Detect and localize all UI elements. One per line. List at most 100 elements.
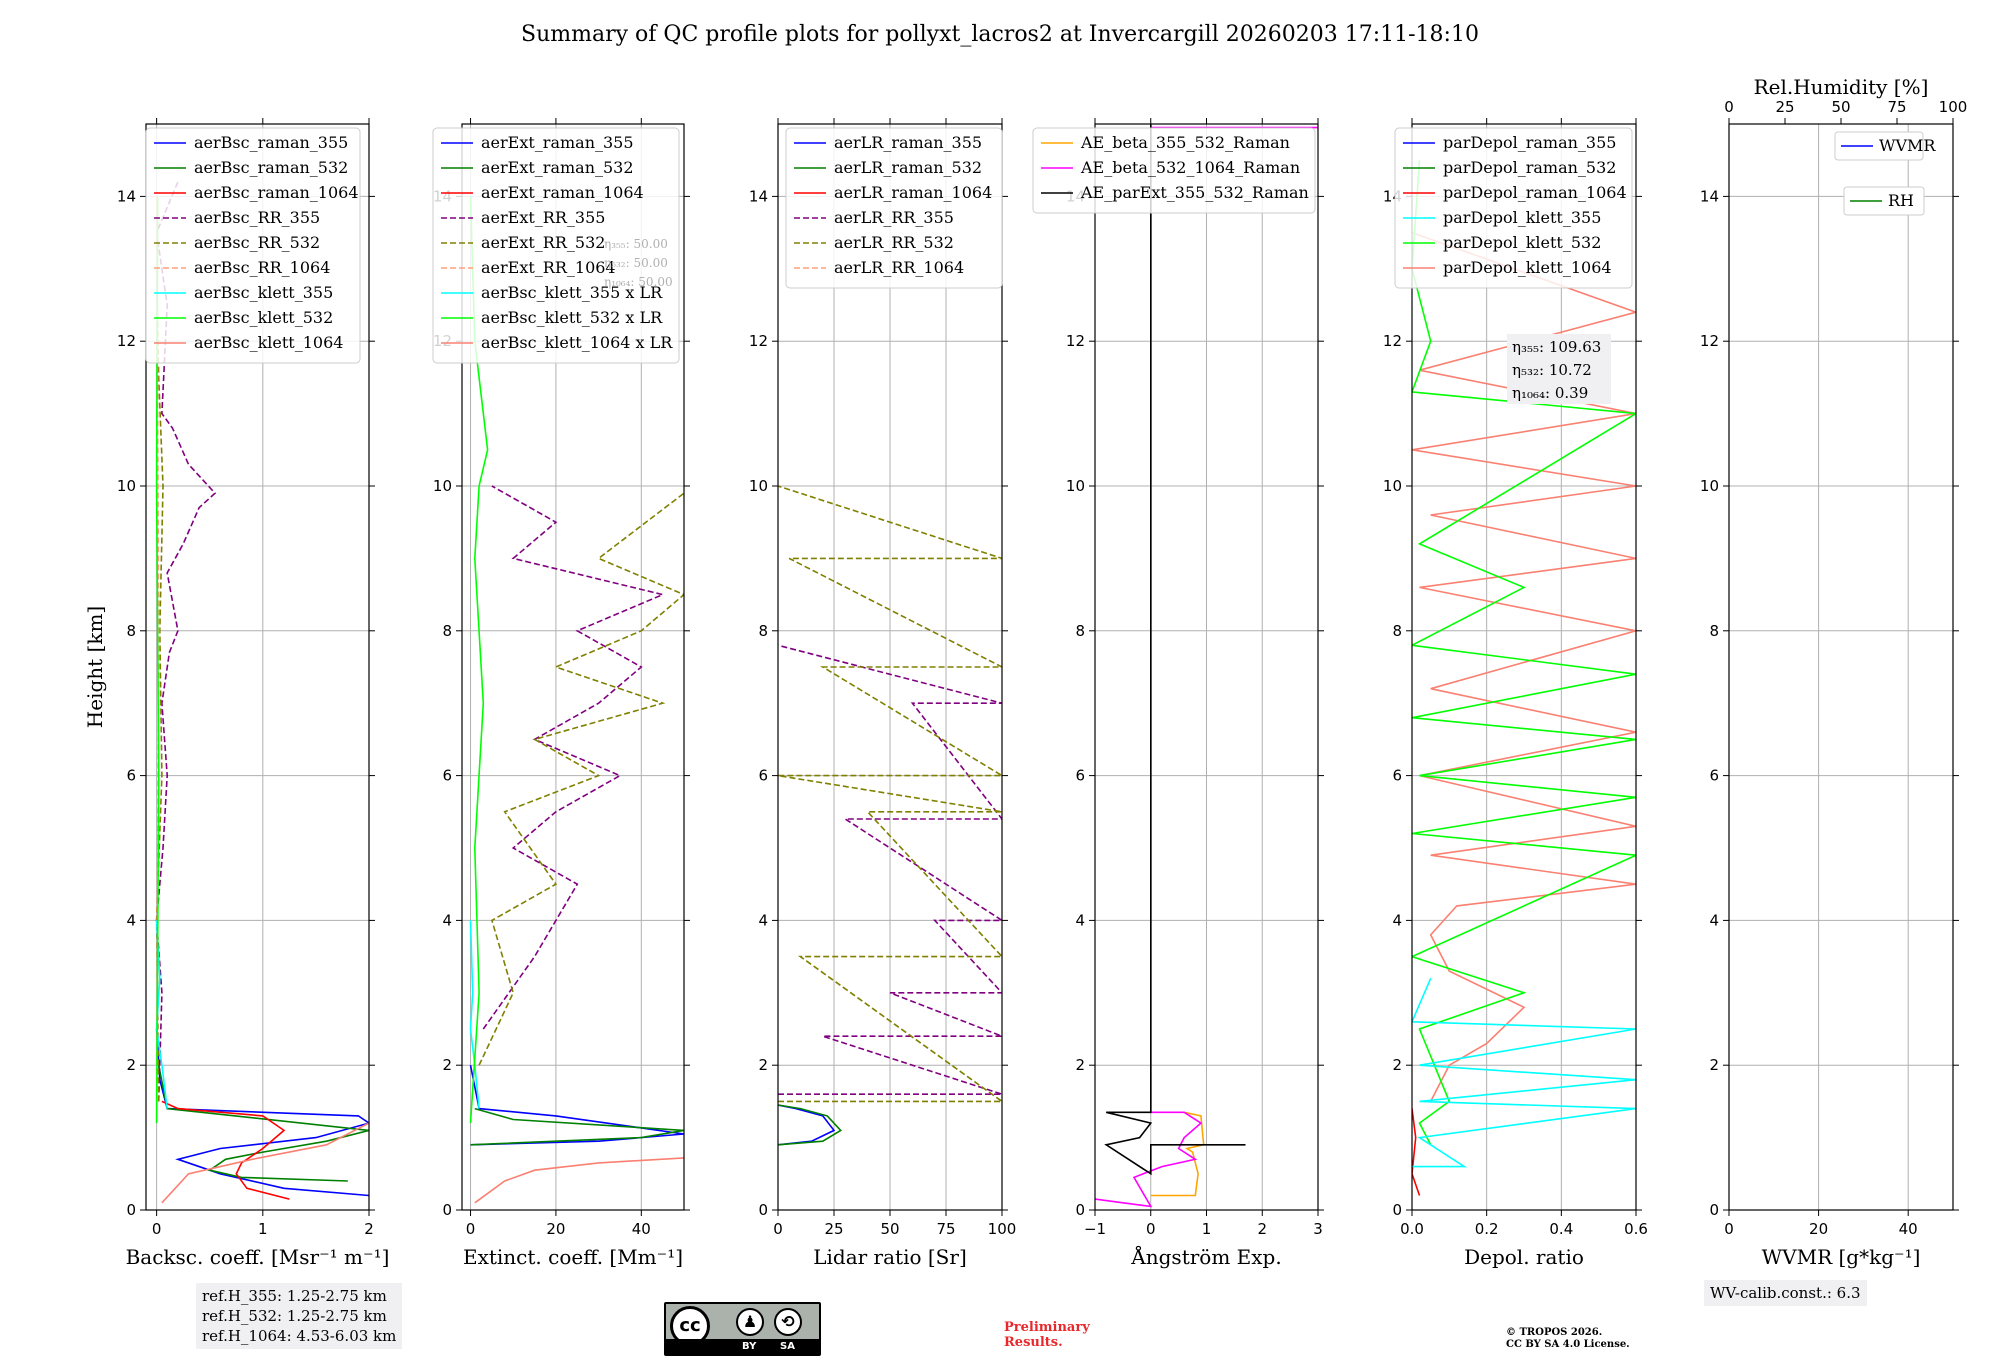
series-parDepol_klett_532	[1412, 160, 1636, 1146]
legend-label: aerBsc_RR_532	[194, 233, 320, 252]
y-tick-label: 10	[1066, 477, 1085, 495]
legend-label: aerExt_RR_532	[481, 233, 605, 252]
series-aerBsc_raman_532	[157, 1065, 369, 1182]
x-tick-label: 40	[1899, 1220, 1918, 1238]
legend-label: aerExt_raman_532	[481, 158, 634, 177]
y-tick-label: 12	[749, 332, 768, 350]
preliminary-line-2: Results.	[1004, 1335, 1063, 1350]
series-aerExt_raman_355	[469, 1065, 684, 1146]
legend-label: AE_beta_355_532_Raman	[1080, 133, 1290, 152]
legend-label: AE_beta_532_1064_Raman	[1080, 158, 1300, 177]
x-axis-label: Lidar ratio [Sr]	[813, 1245, 967, 1269]
share-alike-icon: ⟲	[774, 1308, 802, 1336]
y-tick-label: 10	[117, 477, 136, 495]
plot-frame	[1411, 123, 1637, 1211]
y-tick-label: 10	[1700, 477, 1719, 495]
x-axis-label: Backsc. coeff. [Msr⁻¹ m⁻¹]	[126, 1245, 390, 1269]
legend-label: parDepol_raman_532	[1443, 158, 1616, 177]
legend-box	[432, 127, 680, 364]
y-tick-label: 12	[1383, 332, 1402, 350]
y-axis-label: Height [km]	[83, 606, 107, 728]
legend-label: aerBsc_klett_355	[194, 283, 333, 302]
legend-label: parDepol_raman_1064	[1443, 183, 1627, 202]
y-tick-label: 6	[126, 767, 136, 785]
y-tick-label: 0	[126, 1201, 136, 1219]
y-tick-label: 4	[1709, 911, 1719, 929]
series-aerBsc_RR_355	[155, 181, 217, 1102]
copyright-line-2: CC BY SA 4.0 License.	[1506, 1339, 1630, 1350]
eta-box	[1507, 334, 1611, 404]
x-axis-label: Ångström Exp.	[1130, 1244, 1281, 1269]
legend-box	[785, 127, 1003, 289]
y-tick-label: 10	[749, 477, 768, 495]
series-aerExt_raman_532	[470, 1107, 684, 1146]
top-x-tick-label: 0	[1724, 98, 1734, 116]
y-tick-label: 4	[758, 911, 768, 929]
top-x-tick-label: 75	[1887, 98, 1906, 116]
eta-annotation: η₁₀₆₄: 0.39	[1512, 384, 1588, 402]
x-tick-label: 0.0	[1400, 1220, 1424, 1238]
copyright-line-1: © TROPOS 2026.	[1506, 1327, 1603, 1338]
x-tick-label: 2	[364, 1220, 374, 1238]
y-tick-label: 8	[1075, 622, 1085, 640]
wv-calib-const: WV-calib.const.: 6.3	[1710, 1284, 1861, 1302]
top-x-tick-label: 100	[1939, 98, 1968, 116]
series-aerBsc_klett_1064	[161, 1122, 369, 1204]
x-tick-label: 75	[936, 1220, 955, 1238]
series-aerLR_RR_355	[778, 644, 1002, 1095]
legend-label: aerExt_RR_1064	[481, 258, 616, 277]
eta-annotation: η₅₃₂: 10.72	[1512, 361, 1592, 379]
plot-frame	[145, 123, 370, 1211]
panel-lidar-ratio: 0 2 4 6 8 10 12 14 0 25 50 75 100 Lidar ratio [Sr] aer…	[749, 118, 1016, 1269]
legend-label: parDepol_klett_355	[1443, 208, 1601, 227]
y-tick-label: 4	[442, 911, 452, 929]
y-tick-label: 8	[1392, 622, 1402, 640]
x-tick-label: 3	[1313, 1220, 1323, 1238]
series-parDepol_klett_355	[1412, 977, 1636, 1168]
series-aerBsc_klett_1064 x LR	[474, 1157, 684, 1204]
legend-label: aerExt_raman_1064	[481, 183, 644, 202]
eta-annotation: η₃₅₅: 109.63	[1512, 338, 1601, 356]
legend-box	[1834, 131, 1924, 161]
y-tick-label: 6	[1075, 767, 1085, 785]
legend-label: AE_parExt_355_532_Raman	[1080, 183, 1309, 202]
legend-label: aerBsc_klett_532	[194, 308, 333, 327]
y-tick-label: 0	[1709, 1201, 1719, 1219]
y-tick-label: 2	[1709, 1056, 1719, 1074]
series-AE_parExt_355_532_Raman	[1104, 124, 1246, 1176]
legend-label: aerLR_raman_1064	[834, 183, 992, 202]
x-tick-label: 0	[152, 1220, 162, 1238]
cc-badge-strip	[666, 1339, 819, 1354]
y-tick-label: 2	[442, 1056, 452, 1074]
figure-title: Summary of QC profile plots for pollyxt_…	[521, 22, 1479, 47]
series-parDepol_klett_1064	[1412, 231, 1636, 1102]
y-tick-label: 12	[117, 332, 136, 350]
y-tick-label: 8	[1709, 622, 1719, 640]
legend-label: aerLR_RR_355	[834, 208, 954, 227]
legend-label: aerBsc_raman_355	[194, 133, 348, 152]
legend-label: aerLR_RR_1064	[834, 258, 964, 277]
top-x-tick-label: 25	[1775, 98, 1794, 116]
y-tick-label: 0	[1075, 1201, 1085, 1219]
y-tick-label: 8	[442, 622, 452, 640]
series-aerBsc_klett_355 x LR	[469, 920, 480, 1109]
preliminary-line-1: Preliminary	[1004, 1320, 1090, 1335]
legend-label: aerLR_raman_355	[834, 133, 982, 152]
series-aerLR_raman_532	[778, 1104, 842, 1146]
x-tick-label: 0	[1724, 1220, 1734, 1238]
legend-label: aerBsc_klett_1064 x LR	[481, 333, 673, 352]
series-AE_beta_355_532_Raman	[1150, 1111, 1205, 1197]
x-tick-label: 0	[773, 1220, 783, 1238]
legend-label: parDepol_klett_1064	[1443, 258, 1612, 277]
x-axis-label: WVMR [g*kg⁻¹]	[1762, 1245, 1921, 1269]
y-tick-label: 6	[1709, 767, 1719, 785]
legend-box	[1394, 127, 1633, 289]
x-tick-label: 100	[988, 1220, 1017, 1238]
y-tick-label: 2	[126, 1056, 136, 1074]
by-label: BY	[742, 1341, 757, 1352]
x-tick-label: 0	[466, 1220, 476, 1238]
legend-label: parDepol_klett_532	[1443, 233, 1601, 252]
